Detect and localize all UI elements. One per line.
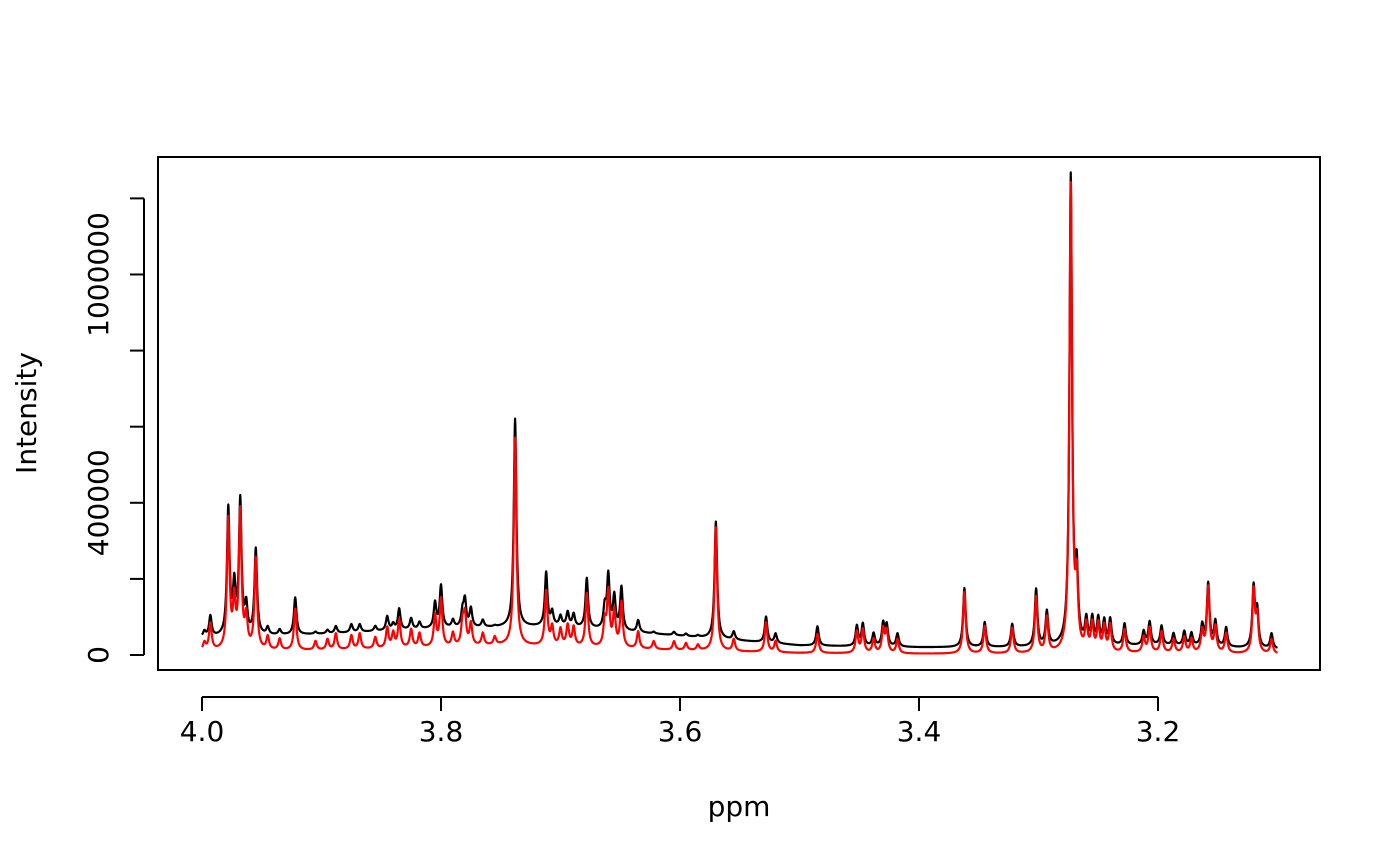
series-layer: [201, 171, 1279, 655]
x-tick-label: 4.0: [180, 715, 225, 748]
x-tick-label: 3.8: [419, 715, 464, 748]
x-tick-label: 3.4: [897, 715, 942, 748]
spectrum-line-1: [201, 171, 1279, 649]
y-axis: 0 400000 1000000: [82, 197, 145, 664]
plot-frame: [157, 156, 1321, 671]
x-tick-label: 3.2: [1136, 715, 1181, 748]
y-tick-label: 1000000: [82, 212, 115, 337]
x-tick-label: 3.6: [658, 715, 703, 748]
x-axis: 4.0 3.8 3.6 3.4 3.2: [180, 696, 1181, 748]
y-tick-label: 400000: [82, 449, 115, 556]
y-tick-label: 0: [82, 646, 115, 664]
y-axis-title: Intensity: [10, 352, 43, 474]
spectrum-line-2: [201, 180, 1279, 655]
x-axis-title: ppm: [708, 790, 771, 823]
